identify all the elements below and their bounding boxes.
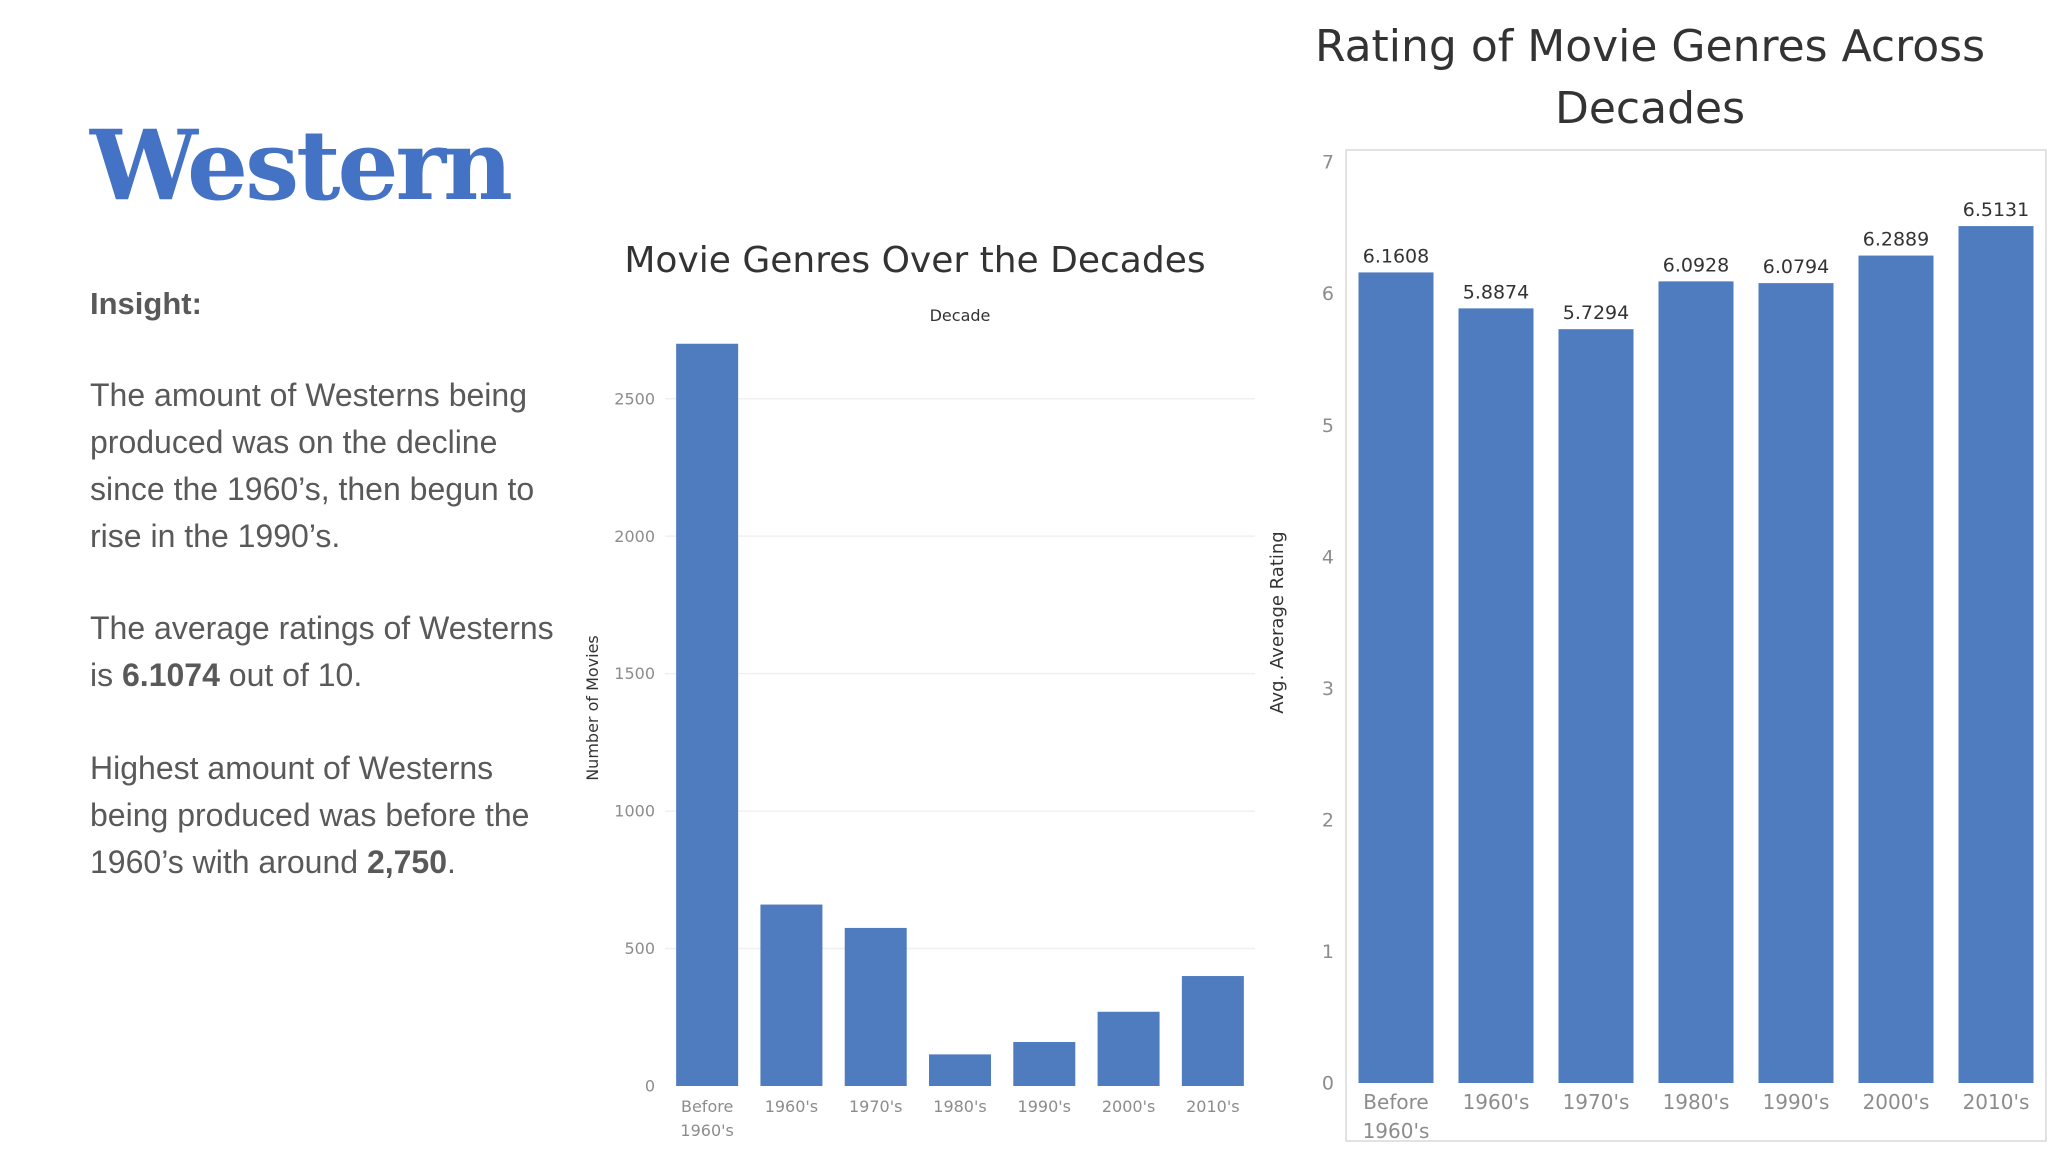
count-bar (1097, 1011, 1160, 1086)
rating-bar (1458, 308, 1534, 1084)
rating-y-tick-label: 7 (1322, 152, 1334, 174)
count-chart-title: Movie Genres Over the Decades (624, 240, 1206, 281)
count-x-tick-label: 1990's (1018, 1097, 1071, 1116)
rating-data-label: 5.8874 (1463, 281, 1529, 303)
paragraph-text: out of 10. (219, 657, 363, 693)
count-x-tick-label: Before (681, 1097, 733, 1116)
rating-bar (1958, 226, 2034, 1083)
rating-data-label: 6.0794 (1763, 256, 1829, 278)
count-bar (1181, 976, 1244, 1086)
rating-bar (1658, 281, 1734, 1084)
rating-chart-title: Rating of Movie Genres Across Decades (1314, 21, 1985, 134)
rating-y-tick-label: 5 (1322, 415, 1334, 437)
count-bar (844, 927, 907, 1086)
count-x-tick-label: 1970's (849, 1097, 902, 1116)
count-x-axis-label: Decade (930, 306, 991, 325)
paragraph-text: The average ratings of Westerns is (90, 610, 554, 693)
count-bar (929, 1054, 991, 1086)
rating-y-tick-label: 0 (1322, 1073, 1334, 1095)
rating-x-tick-label: 1960's (1363, 1119, 1430, 1143)
paragraph-text: . (447, 844, 456, 880)
count-y-tick-label: 500 (624, 939, 655, 958)
rating-bar (1858, 255, 1934, 1084)
rating-data-label: 6.0928 (1663, 254, 1729, 276)
rating-y-tick-label: 6 (1322, 283, 1334, 305)
count-x-tick-label: 2010's (1186, 1097, 1239, 1116)
rating-x-tick-label: 1980's (1663, 1090, 1730, 1114)
paragraph-text: The amount of Westerns being produced wa… (90, 377, 535, 554)
count-y-axis-label: Number of Movies (583, 635, 602, 781)
rating-data-label: 6.2889 (1863, 229, 1929, 251)
rating-bar (1558, 329, 1634, 1083)
rating-y-tick-label: 4 (1322, 546, 1334, 568)
count-y-tick-label: 2000 (614, 527, 655, 546)
paragraph-highlight: 2,750 (366, 844, 448, 880)
count-x-tick-label: 1960's (680, 1121, 733, 1140)
count-x-tick-label: 2000's (1102, 1097, 1155, 1116)
rating-x-tick-label: Before (1363, 1090, 1428, 1114)
count-y-tick-label: 0 (645, 1077, 655, 1096)
rating-y-tick-label: 2 (1322, 810, 1334, 832)
rating-bar (1358, 272, 1434, 1083)
rating-x-tick-label: 1970's (1563, 1090, 1630, 1114)
count-bar (676, 343, 739, 1086)
rating-plot-frame (1345, 149, 2047, 1142)
rating-data-label: 5.7294 (1563, 302, 1629, 324)
count-y-tick-label: 1500 (614, 664, 655, 683)
paragraph-highlight: 6.1074 (122, 657, 220, 693)
insight-paragraph-highest: Highest amount of Westerns being produce… (90, 745, 560, 886)
count-y-tick-label: 1000 (614, 802, 655, 821)
insight-heading: Insight: (90, 286, 202, 321)
rating-y-axis-label: Avg. Average Rating (1267, 531, 1288, 713)
rating-data-label: 6.5131 (1963, 199, 2029, 221)
count-x-tick-label: 1980's (933, 1097, 986, 1116)
insight-paragraph-decline: The amount of Westerns being produced wa… (90, 372, 560, 560)
rating-data-label: 6.1608 (1363, 245, 1429, 267)
count-x-tick-label: 1960's (765, 1097, 818, 1116)
rating-x-tick-label: 1990's (1763, 1090, 1830, 1114)
insight-paragraph-average-rating: The average ratings of Westerns is 6.107… (90, 605, 560, 699)
rating-y-tick-label: 3 (1322, 678, 1334, 700)
count-bar (760, 904, 823, 1086)
paragraph-text: Highest amount of Westerns being produce… (90, 750, 530, 880)
rating-x-tick-label: 1960's (1463, 1090, 1530, 1114)
rating-x-tick-label: 2000's (1863, 1090, 1930, 1114)
genre-title: Western (90, 109, 513, 222)
rating-x-tick-label: 2010's (1963, 1090, 2030, 1114)
rating-y-tick-label: 1 (1322, 941, 1334, 963)
count-y-tick-label: 2500 (614, 389, 655, 408)
rating-bar (1758, 283, 1834, 1084)
count-bar (1013, 1042, 1076, 1086)
